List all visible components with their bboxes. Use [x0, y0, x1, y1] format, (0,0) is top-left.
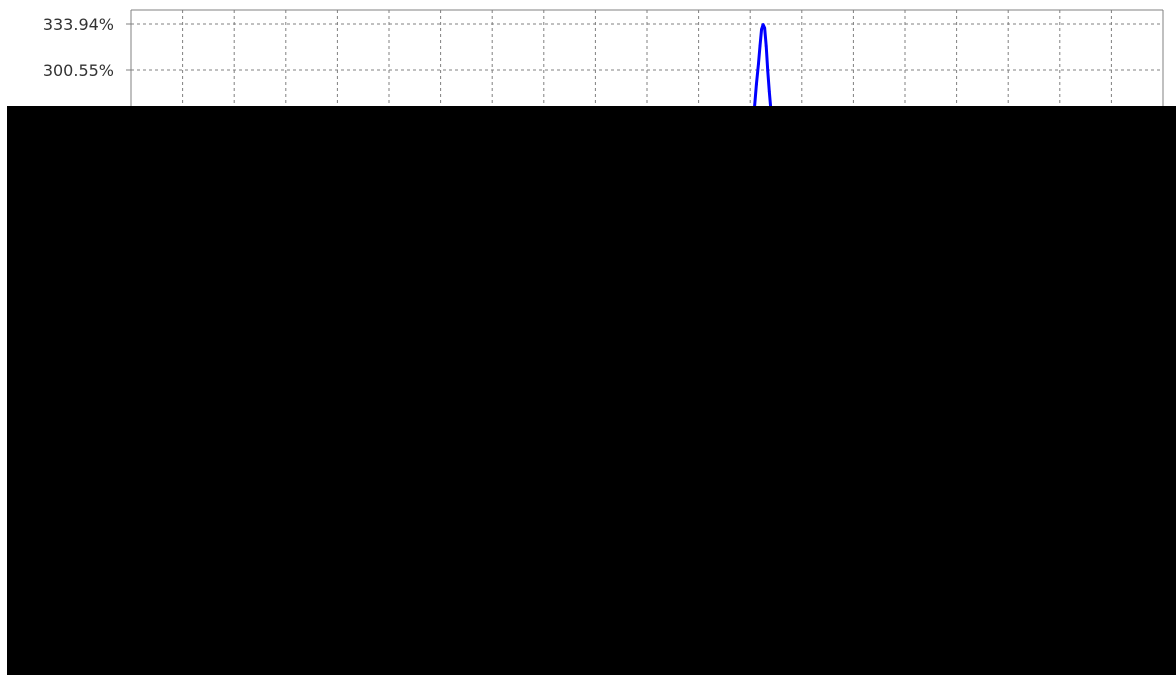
series-point-0-22: [767, 90, 771, 93]
series-point-0-14: [754, 83, 758, 86]
series-point-0-17: [760, 28, 763, 31]
y-tick-label-0: 333.94%: [43, 15, 114, 34]
y-tick-label-1: 300.55%: [43, 61, 114, 80]
series-point-0-19: [763, 26, 767, 30]
redaction-block: [7, 106, 1176, 675]
series-point-0-20: [764, 44, 768, 48]
series-point-0-18: [761, 23, 765, 27]
series-point-0-21: [766, 69, 770, 73]
tick-labels: 333.94% 300.55%: [43, 15, 114, 80]
series-point-0-15: [757, 62, 760, 66]
series-point-0-16: [758, 44, 762, 48]
